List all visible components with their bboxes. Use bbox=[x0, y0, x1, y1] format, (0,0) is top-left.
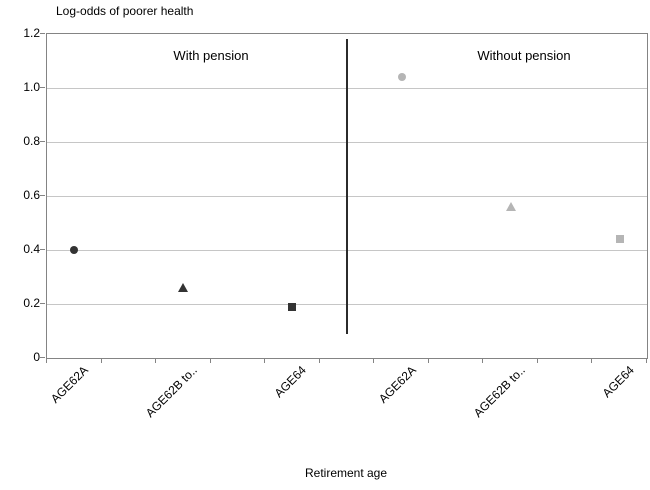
x-axis-tick bbox=[536, 358, 538, 363]
x-category-label: AGE64 bbox=[599, 363, 637, 401]
y-axis-tick-label: 0.4 bbox=[23, 242, 40, 256]
data-point-circle bbox=[70, 246, 79, 254]
y-axis-tick-label: 1.2 bbox=[23, 26, 40, 40]
x-axis-tick bbox=[318, 358, 320, 363]
x-category-label: AGE62B to.. bbox=[470, 363, 528, 421]
data-point-square bbox=[288, 302, 297, 311]
y-axis-tick bbox=[40, 141, 45, 142]
x-category-label: AGE62B to.. bbox=[143, 363, 201, 421]
data-point-triangle bbox=[178, 283, 189, 293]
x-axis-tick bbox=[373, 358, 375, 363]
x-axis-tick bbox=[155, 358, 157, 363]
y-axis-tick-label: 0.8 bbox=[23, 134, 40, 148]
y-axis-tick bbox=[40, 87, 45, 88]
y-axis-tick bbox=[40, 303, 45, 304]
x-axis-tick bbox=[646, 358, 647, 363]
x-axis-title: Retirement age bbox=[304, 466, 388, 480]
y-axis-tick bbox=[40, 249, 45, 250]
x-axis-tick bbox=[100, 358, 102, 363]
y-axis-tick bbox=[40, 195, 45, 196]
y-axis-tick-label: 1.0 bbox=[23, 80, 40, 94]
y-axis-tick-label: 0.2 bbox=[23, 296, 40, 310]
y-axis-tick bbox=[40, 357, 45, 358]
x-axis-tick bbox=[591, 358, 593, 363]
x-category-label: AGE62A bbox=[375, 363, 419, 406]
y-axis-tick bbox=[40, 33, 45, 34]
y-axis-tick-label: 0.6 bbox=[23, 188, 40, 202]
y-axis-tick-label: 0 bbox=[33, 350, 40, 364]
y-axis-title: Log-odds of poorer health bbox=[56, 4, 194, 18]
x-axis-tick bbox=[427, 358, 429, 363]
group-divider-line bbox=[346, 39, 348, 334]
region-label-with-pension: With pension bbox=[173, 48, 249, 63]
x-category-label: AGE62A bbox=[48, 363, 92, 406]
x-axis-tick bbox=[46, 358, 47, 363]
data-point-triangle bbox=[505, 202, 516, 212]
x-axis-tick bbox=[209, 358, 211, 363]
data-point-square bbox=[615, 235, 624, 244]
x-category-label: AGE64 bbox=[272, 363, 310, 401]
x-axis-tick bbox=[264, 358, 266, 363]
plot-area: With pension Without pension bbox=[46, 33, 648, 359]
x-axis-tick bbox=[482, 358, 484, 363]
region-label-without-pension: Without pension bbox=[477, 48, 571, 63]
data-point-circle bbox=[397, 73, 406, 82]
